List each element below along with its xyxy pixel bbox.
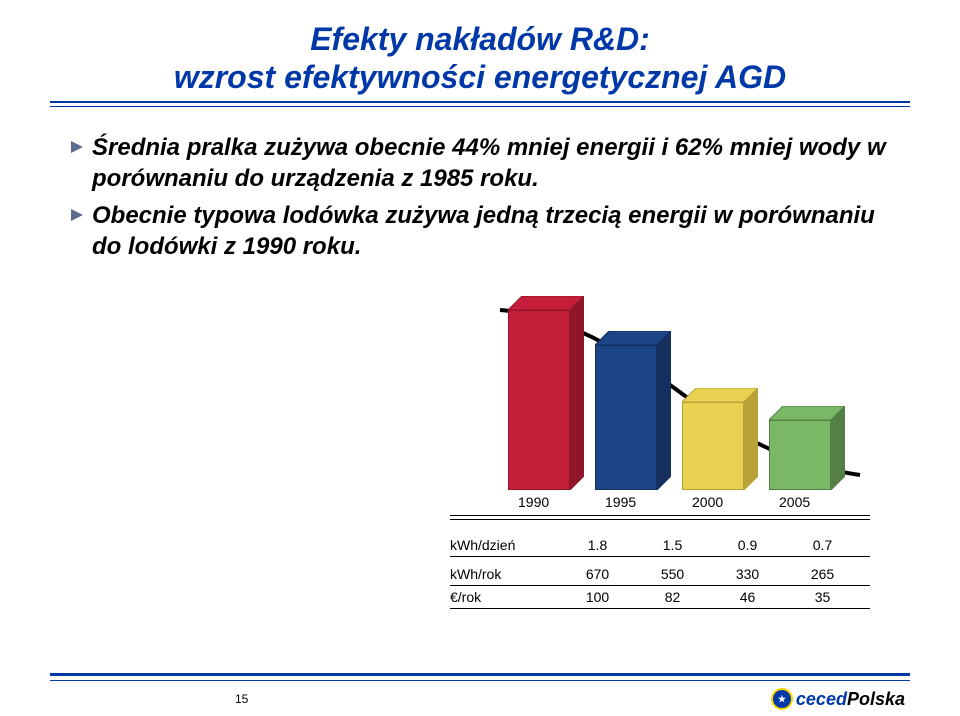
row-cell: 0.9: [710, 537, 785, 553]
row-cell: 100: [560, 589, 635, 605]
bars-region: [450, 300, 870, 490]
row-cell: 35: [785, 589, 860, 605]
table-row: kWh/dzień1.81.50.90.7: [450, 534, 870, 557]
data-table: kWh/dzień1.81.50.90.7 kWh/rok670550330265…: [450, 534, 870, 609]
logo-ceced-text: ceced: [796, 689, 847, 710]
slide: Efekty nakładów R&D: wzrost efektywności…: [0, 0, 960, 716]
bullet-triangle-icon: [70, 208, 84, 222]
logo-polska-text: Polska: [847, 689, 905, 710]
row-cell: 670: [560, 566, 635, 582]
year-label: 1990: [518, 494, 549, 510]
page-number: 15: [235, 692, 248, 706]
chart-bar: [595, 331, 671, 490]
chart-bar: [769, 406, 845, 490]
year-axis: 1990 1995 2000 2005: [450, 494, 870, 520]
table-row: kWh/rok670550330265: [450, 563, 870, 586]
title-underline-thin: [50, 106, 910, 107]
title-underline-thick: [50, 101, 910, 103]
bullet-item: Obecnie typowa lodówka zużywa jedną trze…: [70, 200, 890, 262]
footer-rule-thick: [50, 673, 910, 676]
row-cell: 82: [635, 589, 710, 605]
year-label: 1995: [605, 494, 636, 510]
title-block: Efekty nakładów R&D: wzrost efektywności…: [50, 20, 910, 107]
row-cell: 265: [785, 566, 860, 582]
logo: ★ ceced Polska: [771, 688, 905, 710]
year-labels-row: 1990 1995 2000 2005: [450, 494, 870, 516]
row-cell: 0.7: [785, 537, 860, 553]
bullet-triangle-icon: [70, 140, 84, 154]
chart-bar: [508, 296, 584, 490]
row-cell: 330: [710, 566, 785, 582]
row-cell: 46: [710, 589, 785, 605]
logo-circle-icon: ★: [771, 688, 793, 710]
bullet-text: Średnia pralka zużywa obecnie 44% mniej …: [92, 132, 890, 194]
title-line2: wzrost efektywności energetycznej AGD: [50, 58, 910, 96]
bullet-item: Średnia pralka zużywa obecnie 44% mniej …: [70, 132, 890, 194]
bullet-list: Średnia pralka zużywa obecnie 44% mniej …: [70, 132, 890, 263]
row-cell: 1.8: [560, 537, 635, 553]
row-label: kWh/rok: [450, 566, 560, 582]
title-line1: Efekty nakładów R&D:: [50, 20, 910, 58]
year-label: 2000: [692, 494, 723, 510]
chart-area: 1990199520002005 kWh/dzień1.81.50.90.7kW…: [450, 300, 870, 610]
row-label: kWh/dzień: [450, 537, 560, 553]
chart-bar: [682, 388, 758, 490]
row-cell: 1.5: [635, 537, 710, 553]
bullet-text: Obecnie typowa lodówka zużywa jedną trze…: [92, 200, 890, 262]
row-label: €/rok: [450, 589, 560, 605]
table-row: €/rok100824635: [450, 586, 870, 609]
footer-rule-thin: [50, 680, 910, 681]
row-cell: 550: [635, 566, 710, 582]
year-label: 2005: [779, 494, 810, 510]
